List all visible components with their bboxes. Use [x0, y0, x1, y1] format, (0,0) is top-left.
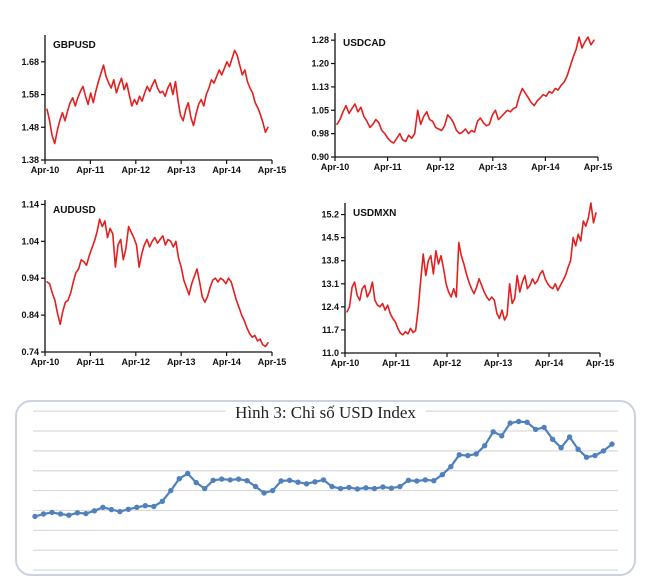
line-plot-usdmxn: 11.0 11.7 12.4 13.1 13.8 14.5 15.2 Apr-10 Apr-11…	[321, 202, 615, 368]
y-tick-label: 1.48	[21, 122, 39, 132]
chart-canvas-audusd: 0.74 0.84 0.94 1.04 1.14 Apr-10 Apr-11 Apr-12 Ap…	[0, 192, 287, 377]
chart-usdmxn: 11.0 11.7 12.4 13.1 13.8 14.5 15.2 Apr-10 Apr-11…	[305, 193, 615, 379]
y-tick-label: 13.1	[321, 279, 339, 289]
y-tick-label: 1.38	[21, 155, 39, 165]
y-tick-label: 1.14	[21, 199, 39, 209]
chart-audusd: 0.74 0.84 0.94 1.04 1.14 Apr-10 Apr-11 Apr-12 Ap…	[0, 192, 287, 377]
chart-title: AUDUSD	[53, 205, 96, 216]
line-plot-audusd: 0.74 0.84 0.94 1.04 1.14 Apr-10 Apr-11 Apr-12 Ap…	[21, 199, 287, 367]
x-tick-label: Apr-11	[382, 358, 410, 368]
y-tick-label: 1.28	[311, 35, 329, 45]
x-tick-label: Apr-13	[167, 165, 196, 175]
x-tick-label: Apr-14	[212, 165, 241, 175]
usd-index-chart-title: Hình 3: Chỉ số USD Index	[225, 403, 426, 423]
y-tick-label: 1.04	[21, 236, 39, 246]
x-tick-label: Apr-11	[76, 165, 104, 175]
y-tick-label: 0.90	[311, 152, 329, 162]
chart-usdcad: 0.90 0.98 1.05 1.13 1.20 1.28 Apr-10 Apr-11 Apr-…	[305, 21, 613, 179]
usd-index-chart: Hình 3: Chỉ số USD Index	[15, 400, 636, 576]
x-tick-label: Apr-10	[321, 162, 350, 172]
x-tick-label: Apr-14	[212, 357, 241, 367]
x-tick-label: Apr-15	[258, 165, 287, 175]
line-plot-usdcad: 0.90 0.98 1.05 1.13 1.20 1.28 Apr-10 Apr-11 Apr-…	[311, 33, 613, 172]
x-tick-label: Apr-15	[584, 162, 613, 172]
y-tick-label: 0.84	[21, 310, 39, 320]
x-tick-label: Apr-12	[122, 165, 151, 175]
x-tick-label: Apr-15	[586, 358, 615, 368]
x-tick-label: Apr-11	[76, 357, 104, 367]
chart-title: GBPUSD	[53, 40, 96, 51]
y-tick-label: 11.0	[322, 348, 339, 358]
x-tick-label: Apr-13	[479, 162, 508, 172]
line-plot-gbpusd: 1.38 1.48 1.58 1.68 Apr-10 Apr-11 Apr-12 Apr-13…	[21, 35, 287, 175]
x-tick-label: Apr-10	[331, 358, 360, 368]
x-tick-label: Apr-12	[122, 357, 151, 367]
chart-canvas-usdmxn: 11.0 11.7 12.4 13.1 13.8 14.5 15.2 Apr-10 Apr-11…	[305, 193, 615, 379]
x-tick-label: Apr-10	[31, 165, 60, 175]
y-tick-label: 11.7	[322, 325, 339, 335]
y-tick-label: 1.05	[311, 105, 329, 115]
x-tick-label: Apr-12	[433, 358, 462, 368]
x-tick-label: Apr-13	[484, 358, 513, 368]
x-tick-label: Apr-10	[31, 357, 60, 367]
chart-title: USDMXN	[353, 208, 396, 219]
x-tick-label: Apr-14	[531, 162, 560, 172]
y-tick-label: 0.74	[21, 347, 39, 357]
x-tick-label: Apr-13	[167, 357, 196, 367]
usd-index-plot	[17, 402, 634, 574]
chart-canvas-usdcad: 0.90 0.98 1.05 1.13 1.20 1.28 Apr-10 Apr-11 Apr-…	[305, 21, 613, 179]
x-tick-label: Apr-15	[258, 357, 287, 367]
y-tick-label: 0.94	[21, 273, 39, 283]
y-tick-label: 1.68	[21, 57, 39, 67]
y-tick-label: 1.13	[311, 82, 329, 92]
y-tick-label: 14.5	[321, 233, 339, 243]
chart-canvas-gbpusd: 1.38 1.48 1.58 1.68 Apr-10 Apr-11 Apr-12 Apr-13…	[0, 25, 287, 183]
y-tick-label: 12.4	[321, 302, 339, 312]
y-tick-label: 13.8	[321, 256, 339, 266]
x-tick-label: Apr-12	[426, 162, 455, 172]
y-tick-label: 0.98	[311, 129, 329, 139]
usd-index-canvas	[32, 410, 618, 571]
y-tick-label: 1.58	[21, 90, 39, 100]
x-tick-label: Apr-14	[535, 358, 564, 368]
chart-gbpusd: 1.38 1.48 1.58 1.68 Apr-10 Apr-11 Apr-12 Apr-13…	[0, 25, 287, 183]
y-tick-label: 1.20	[311, 59, 329, 69]
y-tick-label: 15.2	[321, 210, 339, 220]
chart-title: USDCAD	[343, 38, 386, 49]
x-tick-label: Apr-11	[374, 162, 402, 172]
